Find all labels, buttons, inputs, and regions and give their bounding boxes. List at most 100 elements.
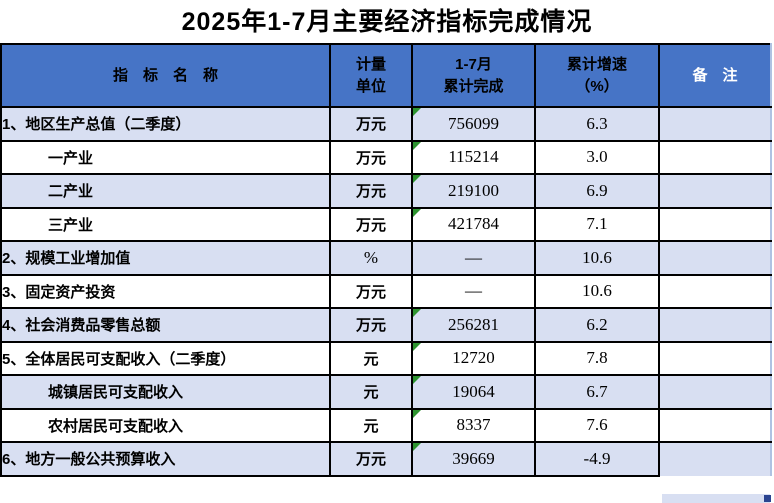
cell-remark[interactable]	[658, 240, 772, 276]
report-title: 2025年1-7月主要经济指标完成情况	[181, 8, 593, 36]
table-row: 6、地方一般公共预算收入 万元 39669 -4.9	[0, 441, 772, 477]
cell-value[interactable]: 8337	[411, 407, 536, 443]
number-stored-as-text-marker	[414, 410, 421, 418]
cell-remark[interactable]	[658, 106, 772, 142]
cell-value[interactable]: —	[411, 273, 536, 309]
indicators-table: 指 标 名 称 计量 单位 1-7月 累计完成 累计增速 （%） 备 注 1、地…	[0, 43, 772, 477]
cell-value[interactable]: 219100	[411, 173, 536, 209]
cell-growth[interactable]: 6.9	[534, 173, 660, 209]
cell-value[interactable]: —	[411, 240, 536, 276]
cell-unit[interactable]: %	[329, 240, 413, 276]
cell-indicator[interactable]: 5、全体居民可支配收入（二季度）	[0, 340, 331, 376]
cell-remark[interactable]	[658, 374, 772, 410]
number-stored-as-text-marker	[414, 209, 421, 217]
table-row: 5、全体居民可支配收入（二季度） 元 12720 7.8	[0, 340, 772, 376]
cell-indicator[interactable]: 3、固定资产投资	[0, 273, 331, 309]
cell-growth[interactable]: 6.7	[534, 374, 660, 410]
cell-remark[interactable]	[658, 340, 772, 376]
cell-remark[interactable]	[658, 139, 772, 175]
header-row: 指 标 名 称 计量 单位 1-7月 累计完成 累计增速 （%） 备 注	[0, 43, 772, 108]
number-stored-as-text-marker	[414, 175, 421, 183]
cell-unit[interactable]: 万元	[329, 173, 413, 209]
cell-value-text: 756099	[448, 113, 499, 133]
cell-value[interactable]: 39669	[411, 441, 536, 477]
cell-value-text: 219100	[448, 180, 499, 200]
cell-unit[interactable]: 万元	[329, 106, 413, 142]
cell-remark[interactable]	[658, 206, 772, 242]
cell-unit[interactable]: 万元	[329, 139, 413, 175]
cell-unit[interactable]: 万元	[329, 307, 413, 343]
header-cumulative-value-line2: 累计完成	[443, 77, 504, 95]
cell-growth[interactable]: 10.6	[534, 240, 660, 276]
table-row: 1、地区生产总值（二季度） 万元 756099 6.3	[0, 106, 772, 142]
cell-indicator[interactable]: 三产业	[0, 206, 331, 242]
cell-value-text: 256281	[448, 314, 499, 334]
cell-indicator[interactable]: 4、社会消费品零售总额	[0, 307, 331, 343]
number-stored-as-text-marker	[414, 309, 421, 317]
cell-indicator[interactable]: 二产业	[0, 173, 331, 209]
header-growth-rate[interactable]: 累计增速 （%）	[534, 43, 660, 108]
cell-unit[interactable]: 元	[329, 374, 413, 410]
cell-unit[interactable]: 元	[329, 407, 413, 443]
cell-value-text: 19064	[452, 381, 495, 401]
cell-growth[interactable]: 3.0	[534, 139, 660, 175]
cell-unit[interactable]: 万元	[329, 206, 413, 242]
cell-value[interactable]: 19064	[411, 374, 536, 410]
cell-value[interactable]: 421784	[411, 206, 536, 242]
cell-growth[interactable]: 7.1	[534, 206, 660, 242]
cell-remark[interactable]	[658, 273, 772, 309]
cell-unit[interactable]: 元	[329, 340, 413, 376]
cell-growth[interactable]: -4.9	[534, 441, 660, 477]
cell-indicator[interactable]: 1、地区生产总值（二季度）	[0, 106, 331, 142]
number-stored-as-text-marker	[414, 376, 421, 384]
cell-growth[interactable]: 7.8	[534, 340, 660, 376]
table-row: 三产业 万元 421784 7.1	[0, 206, 772, 242]
header-unit-line2: 单位	[355, 77, 386, 95]
cell-value[interactable]: 115214	[411, 139, 536, 175]
cell-value-text: —	[465, 281, 482, 301]
table-row: 一产业 万元 115214 3.0	[0, 139, 772, 175]
cell-indicator[interactable]: 2、规模工业增加值	[0, 240, 331, 276]
cell-growth[interactable]: 6.3	[534, 106, 660, 142]
cell-unit[interactable]: 万元	[329, 273, 413, 309]
table-row: 2、规模工业增加值 % — 10.6	[0, 240, 772, 276]
cell-remark[interactable]	[658, 407, 772, 443]
header-growth-rate-line1: 累计增速	[566, 55, 627, 73]
cell-value[interactable]: 12720	[411, 340, 536, 376]
cell-remark[interactable]	[658, 173, 772, 209]
header-cumulative-value-line1: 1-7月	[455, 55, 492, 73]
remark-cell-overflow-patch	[662, 494, 770, 503]
cell-indicator[interactable]: 6、地方一般公共预算收入	[0, 441, 331, 477]
cell-remark[interactable]	[658, 307, 772, 343]
number-stored-as-text-marker	[414, 343, 421, 351]
selection-fill-handle[interactable]	[764, 495, 771, 502]
cell-value-text: —	[465, 247, 482, 267]
cell-indicator[interactable]: 农村居民可支配收入	[0, 407, 331, 443]
cell-value[interactable]: 256281	[411, 307, 536, 343]
cell-value-text: 8337	[456, 415, 491, 435]
number-stored-as-text-marker	[414, 108, 421, 116]
header-cumulative-value[interactable]: 1-7月 累计完成	[411, 43, 536, 108]
table-row: 4、社会消费品零售总额 万元 256281 6.2	[0, 307, 772, 343]
cell-indicator[interactable]: 城镇居民可支配收入	[0, 374, 331, 410]
header-unit[interactable]: 计量 单位	[329, 43, 413, 108]
header-remark[interactable]: 备 注	[658, 43, 772, 108]
table-row: 二产业 万元 219100 6.9	[0, 173, 772, 209]
cell-indicator[interactable]: 一产业	[0, 139, 331, 175]
cell-value-text: 115214	[448, 147, 499, 167]
header-growth-rate-line2: （%）	[575, 77, 619, 95]
header-unit-line1: 计量	[355, 55, 386, 73]
cell-growth[interactable]: 10.6	[534, 273, 660, 309]
header-indicator-name[interactable]: 指 标 名 称	[0, 43, 331, 108]
cell-value-text: 421784	[448, 214, 499, 234]
cell-value-text: 39669	[452, 448, 495, 468]
cell-unit[interactable]: 万元	[329, 441, 413, 477]
number-stored-as-text-marker	[414, 142, 421, 150]
cell-value[interactable]: 756099	[411, 106, 536, 142]
cell-value-text: 12720	[452, 348, 495, 368]
cell-growth[interactable]: 6.2	[534, 307, 660, 343]
table-row: 3、固定资产投资 万元 — 10.6	[0, 273, 772, 309]
cell-remark[interactable]	[658, 441, 772, 476]
cell-growth[interactable]: 7.6	[534, 407, 660, 443]
